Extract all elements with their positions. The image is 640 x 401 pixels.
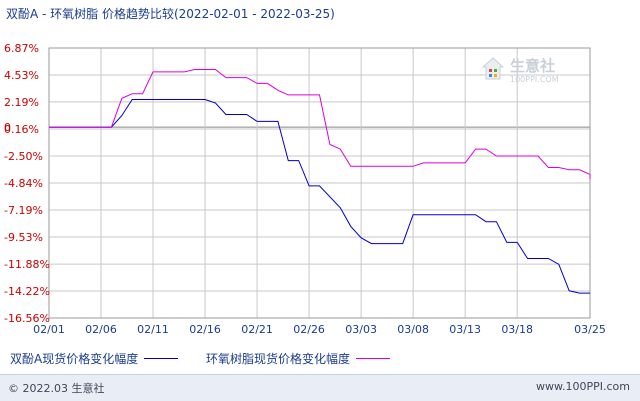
chart-title: 双酚A - 环氧树脂 价格趋势比较(2022-02-01 - 2022-03-2… (6, 7, 335, 21)
legend-item-series2: 环氧树脂现货价格变化幅度 (206, 350, 391, 367)
y-tick-label: -14.22% (4, 285, 50, 298)
series-line-1 (49, 99, 590, 294)
x-tick-label: 02/26 (293, 323, 325, 336)
y-tick-label: -7.19% (4, 204, 43, 217)
x-axis-labels: 02/01 02/06 02/11 02/16 02/21 02/26 03/03 03/08… (33, 323, 606, 336)
x-tick-label: 03/18 (501, 323, 533, 336)
plot-frame (48, 47, 591, 319)
copyright-text: © 2022.03 生意社 (8, 382, 105, 395)
legend-swatch-series1 (144, 358, 179, 359)
legend-label-series1: 双酚A现货价格变化幅度 (10, 352, 139, 366)
x-tick-label: 03/08 (397, 323, 429, 336)
legend: 双酚A现货价格变化幅度 环氧树脂现货价格变化幅度 (10, 350, 414, 367)
x-tick-label: 02/16 (189, 323, 221, 336)
x-tick-label: 03/13 (449, 323, 481, 336)
series-lines (49, 69, 591, 294)
y-tick-label: 6.87% (4, 42, 39, 55)
y-tick-label: -2.50% (4, 150, 43, 163)
y-axis-labels: 6.87% 4.53% 2.19% 0.16% -2.50% -4.84% -7.19% -9… (4, 42, 50, 325)
x-tick-label: 03/25 (574, 323, 606, 336)
plot-border (48, 47, 591, 319)
watermark-url: 100PPI.COM (510, 75, 559, 84)
y-tick-label: 4.53% (4, 69, 39, 82)
watermark-logo: 生意社 100PPI.COM (482, 55, 578, 89)
x-tick-label: 02/21 (241, 323, 273, 336)
x-tick-label: 02/01 (33, 323, 65, 336)
y-tick-label: -9.53% (4, 231, 43, 244)
y-tick-label: 2.19% (4, 96, 39, 109)
y-tick-label: -4.84% (4, 177, 43, 190)
x-tick-label: 02/11 (137, 323, 169, 336)
watermark-text: 生意社 (510, 57, 556, 75)
x-tick-label: 03/03 (345, 323, 377, 336)
y-zero-label: 0 (4, 121, 11, 134)
site-link[interactable]: www.100PPI.com (536, 380, 630, 393)
legend-swatch-series2 (356, 358, 391, 359)
y-tick-label: -16.56% (4, 312, 50, 325)
legend-label-series2: 环氧树脂现货价格变化幅度 (206, 352, 351, 366)
series-line-2 (49, 69, 591, 179)
legend-item-series1: 双酚A现货价格变化幅度 (10, 350, 179, 367)
house-logo-icon (482, 57, 504, 80)
y-tick-label: 0.16% (4, 123, 39, 136)
y-tick-label: -11.88% (4, 258, 50, 271)
footer-bar: © 2022.03 生意社 www.100PPI.com (0, 374, 640, 401)
x-tick-label: 02/06 (85, 323, 117, 336)
